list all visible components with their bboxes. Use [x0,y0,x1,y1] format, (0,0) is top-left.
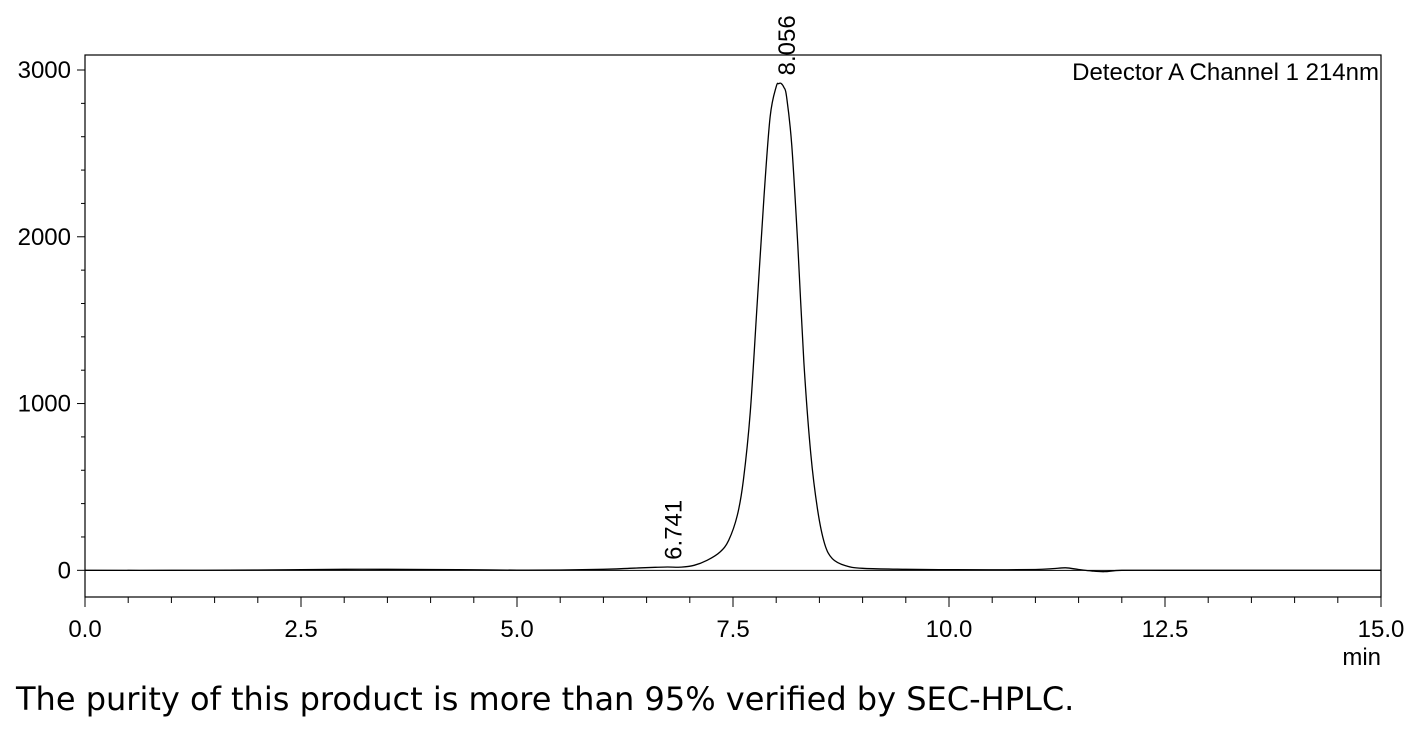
chart-axes [77,54,1382,607]
x-tick-label: 2.5 [284,616,317,643]
y-tick-label: 3000 [18,57,71,84]
peak-label: 6.741 [660,500,687,560]
x-tick-label: 0.0 [68,616,101,643]
x-tick-label: 12.5 [1142,616,1189,643]
chromatogram-trace [84,82,1382,573]
chromatogram-chart: 0 1000 2000 3000 0.0 2.5 5.0 7.5 10.0 12.5 15.0 6.7… [18,15,1405,671]
y-tick-label: 2000 [18,224,71,251]
peak-label: 8.056 [774,15,801,75]
x-tick-label: 5.0 [500,616,533,643]
x-tick-label: 7.5 [716,616,749,643]
y-tick-label: 1000 [18,391,71,418]
chart-traces [84,82,1382,573]
purity-caption: The purity of this product is more than … [16,680,1075,718]
x-tick-label: 15.0 [1358,616,1405,643]
y-tick-label: 0 [58,557,71,584]
x-tick-label: 10.0 [926,616,973,643]
x-axis-unit-label: min [1342,644,1381,671]
chart-labels: 0 1000 2000 3000 0.0 2.5 5.0 7.5 10.0 12.5 15.0 6.7… [18,15,1405,643]
detector-label: Detector A Channel 1 214nm [1072,59,1379,86]
plot-frame [84,54,1382,598]
